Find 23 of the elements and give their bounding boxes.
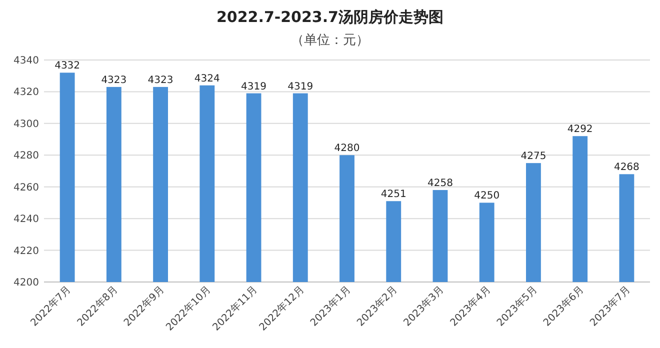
y-tick-label: 4260 xyxy=(14,182,39,194)
y-tick-label: 4300 xyxy=(14,118,39,130)
y-tick-label: 4220 xyxy=(14,246,39,257)
chart-title: 2022.7-2023.7汤阴房价走势图 xyxy=(216,8,444,26)
y-tick-label: 4340 xyxy=(14,56,39,66)
y-tick-label: 4280 xyxy=(14,150,39,162)
y-tick-label: 4200 xyxy=(14,278,39,288)
data-label: 4280 xyxy=(334,143,360,154)
y-tick-label: 4240 xyxy=(14,214,39,226)
data-label: 4251 xyxy=(380,189,406,200)
data-label: 4319 xyxy=(288,81,314,92)
data-label: 4275 xyxy=(520,151,546,162)
data-label: 4323 xyxy=(148,74,174,86)
data-label: 4258 xyxy=(428,178,453,190)
data-label: 4319 xyxy=(241,81,266,92)
chart-subtitle: （单位：元） xyxy=(291,33,369,48)
data-label: 4268 xyxy=(614,162,640,174)
data-label: 4324 xyxy=(194,73,220,84)
data-label: 4332 xyxy=(54,60,80,72)
data-label: 4250 xyxy=(474,190,500,202)
data-label: 4292 xyxy=(567,124,593,136)
data-label: 4323 xyxy=(101,74,127,86)
y-tick-label: 4320 xyxy=(14,87,39,98)
